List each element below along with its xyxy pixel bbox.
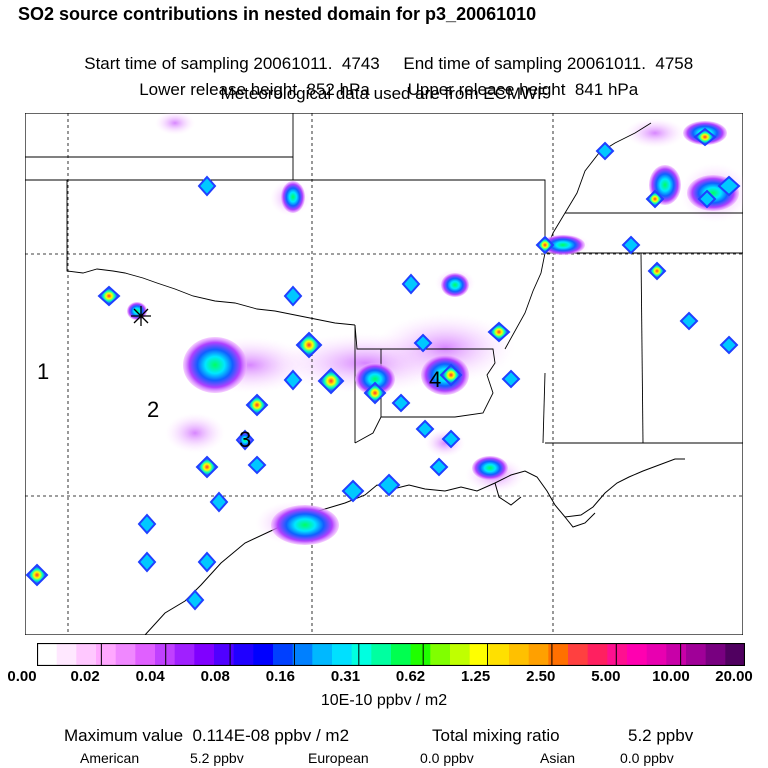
region-label: 4 (429, 367, 441, 392)
color-scale-swatch (76, 643, 97, 666)
color-scale-tick: 10.00 (652, 668, 690, 685)
color-scale-tick: 0.04 (135, 668, 165, 685)
color-scale-swatch (528, 643, 549, 666)
color-scale-ticks: 0.00 0.02 0.04 0.08 0.16 0.31 0.62 1.25 2.50 5.00… (0, 668, 768, 688)
region-name: European (308, 750, 369, 766)
start-time: Start time of sampling 20061011. 4743 (84, 54, 380, 73)
color-scale-swatch (607, 643, 628, 666)
color-scale-swatch (548, 643, 569, 666)
color-scale-swatch (391, 643, 412, 666)
color-scale-swatch (469, 643, 490, 666)
color-scale-tick: 0.31 (330, 668, 361, 685)
color-scale-swatch (410, 643, 431, 666)
color-scale-swatch (587, 643, 608, 666)
color-scale-swatch (292, 643, 313, 666)
color-scale-swatch (214, 643, 235, 666)
coastline (144, 458, 685, 635)
color-scale-tick: 0.02 (70, 668, 100, 685)
color-scale-tick: 0.62 (395, 668, 426, 685)
color-scale-tick: 0.08 (200, 668, 230, 685)
color-scale-swatch (627, 643, 648, 666)
color-scale-swatch (705, 643, 726, 666)
color-scale-tick: 0.00 (7, 668, 37, 685)
color-scale-swatch (96, 643, 117, 666)
region-label: 1 (37, 359, 49, 384)
region-value: 0.0 ppbv (420, 750, 474, 766)
met-data-line: Meteorological data used are from ECMWF (220, 84, 548, 103)
contribution-map: 1 2 3 4 (25, 113, 743, 635)
color-scale-swatch (646, 643, 667, 666)
region-name: American (80, 750, 140, 766)
color-scale-swatch (194, 643, 215, 666)
point-sources (25, 127, 741, 611)
color-scale-tick: 0.16 (265, 668, 295, 685)
color-scale-units: 10E-10 ppbv / m2 (320, 692, 448, 709)
summary-line: Maximum value 0.114E-08 ppbv / m2 Total … (0, 726, 768, 748)
color-scale-frame (37, 643, 745, 666)
color-scale-swatch (155, 643, 176, 666)
state-boundaries (25, 113, 743, 444)
color-scale-swatch (450, 643, 471, 666)
total-mixing-label: Total mixing ratio (432, 726, 560, 745)
color-scale-swatch (509, 643, 530, 666)
color-scale-swatch (37, 643, 58, 666)
color-scale-swatch (115, 643, 136, 666)
color-scale-bar (37, 643, 745, 666)
color-scale-swatch (312, 643, 333, 666)
region-label: 3 (239, 427, 251, 452)
release-height-line: Lower release height 852 hPa Upper relea… (0, 60, 768, 100)
color-scale-swatch (666, 643, 687, 666)
color-scale-swatch (489, 643, 510, 666)
region-name: Asian (540, 750, 576, 766)
upper-release-height: Upper release height 841 hPa (407, 80, 639, 99)
color-scale-swatch (351, 643, 372, 666)
total-mixing-value: 5.2 ppbv (628, 726, 694, 745)
color-scale-swatch (233, 643, 254, 666)
color-scale-tick: 20.00 (715, 668, 753, 685)
color-scale-swatch (686, 643, 707, 666)
sampling-time-line: Start time of sampling 20061011. 4743 En… (0, 34, 768, 74)
region-breakdown: American 5.2 ppbv European 0.0 ppbv Asia… (0, 750, 768, 768)
region-label: 2 (147, 397, 159, 422)
color-scale-swatch (725, 643, 745, 666)
region-value: 0.0 ppbv (620, 750, 674, 766)
region-labels: 1 2 3 4 (37, 359, 441, 452)
color-scale-tick: 1.25 (461, 668, 491, 685)
color-scale-swatch (253, 643, 274, 666)
color-scale-swatch (568, 643, 589, 666)
color-scale-swatch (135, 643, 156, 666)
color-scale-swatch (371, 643, 392, 666)
lower-release-height: Lower release height 852 hPa (139, 80, 370, 99)
region-value: 5.2 ppbv (190, 750, 244, 766)
color-scale-swatch (56, 643, 77, 666)
map-title: SO2 source contributions in nested domai… (18, 4, 537, 24)
release-location-icon (131, 306, 151, 326)
color-scale-tick: 5.00 (591, 668, 621, 685)
color-scale-tick: 2.50 (526, 668, 556, 685)
color-scale-swatch (273, 643, 294, 666)
color-scale-swatch (430, 643, 451, 666)
max-value: Maximum value 0.114E-08 ppbv / m2 (64, 726, 350, 745)
end-time: End time of sampling 20061011. 4758 (403, 54, 694, 73)
color-scale-swatch (332, 643, 353, 666)
color-scale-swatch (174, 643, 195, 666)
grid-lines (25, 113, 743, 635)
